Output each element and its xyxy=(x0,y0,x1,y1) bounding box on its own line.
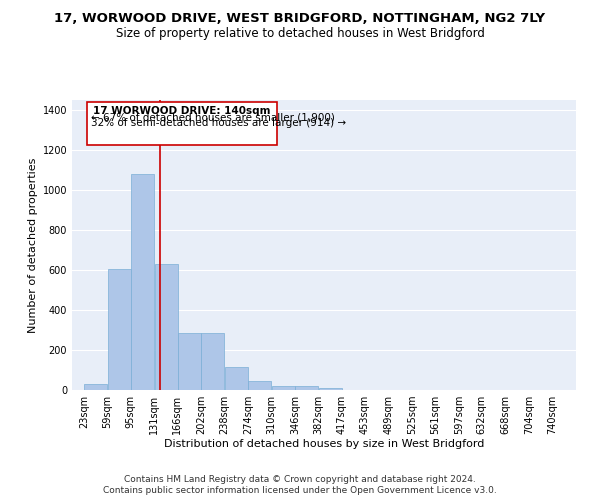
Bar xyxy=(178,333,200,390)
Bar xyxy=(107,269,131,390)
Text: 17 WORWOOD DRIVE: 140sqm: 17 WORWOOD DRIVE: 140sqm xyxy=(93,106,271,116)
Text: 32% of semi-detached houses are larger (914) →: 32% of semi-detached houses are larger (… xyxy=(91,118,346,128)
Bar xyxy=(201,333,224,390)
Bar xyxy=(84,384,107,390)
Bar xyxy=(272,386,295,390)
Text: Contains public sector information licensed under the Open Government Licence v3: Contains public sector information licen… xyxy=(103,486,497,495)
Text: ← 67% of detached houses are smaller (1,900): ← 67% of detached houses are smaller (1,… xyxy=(91,112,335,122)
Bar xyxy=(319,388,342,390)
Bar xyxy=(295,386,318,390)
Text: Size of property relative to detached houses in West Bridgford: Size of property relative to detached ho… xyxy=(116,28,484,40)
Bar xyxy=(224,367,248,390)
FancyBboxPatch shape xyxy=(87,102,277,145)
Text: 17, WORWOOD DRIVE, WEST BRIDGFORD, NOTTINGHAM, NG2 7LY: 17, WORWOOD DRIVE, WEST BRIDGFORD, NOTTI… xyxy=(55,12,545,26)
Y-axis label: Number of detached properties: Number of detached properties xyxy=(28,158,38,332)
Bar xyxy=(248,381,271,390)
Bar xyxy=(155,264,178,390)
X-axis label: Distribution of detached houses by size in West Bridgford: Distribution of detached houses by size … xyxy=(164,438,484,448)
Bar xyxy=(131,174,154,390)
Text: Contains HM Land Registry data © Crown copyright and database right 2024.: Contains HM Land Registry data © Crown c… xyxy=(124,475,476,484)
